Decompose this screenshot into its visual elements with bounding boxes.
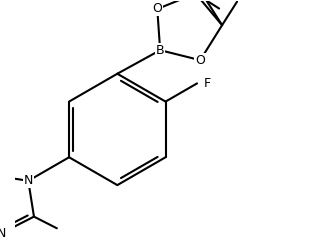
Text: O: O [152, 2, 162, 15]
Text: N: N [24, 174, 33, 187]
Text: N: N [0, 227, 6, 240]
Text: B: B [156, 44, 165, 57]
Text: O: O [195, 54, 205, 67]
Text: F: F [203, 77, 210, 90]
